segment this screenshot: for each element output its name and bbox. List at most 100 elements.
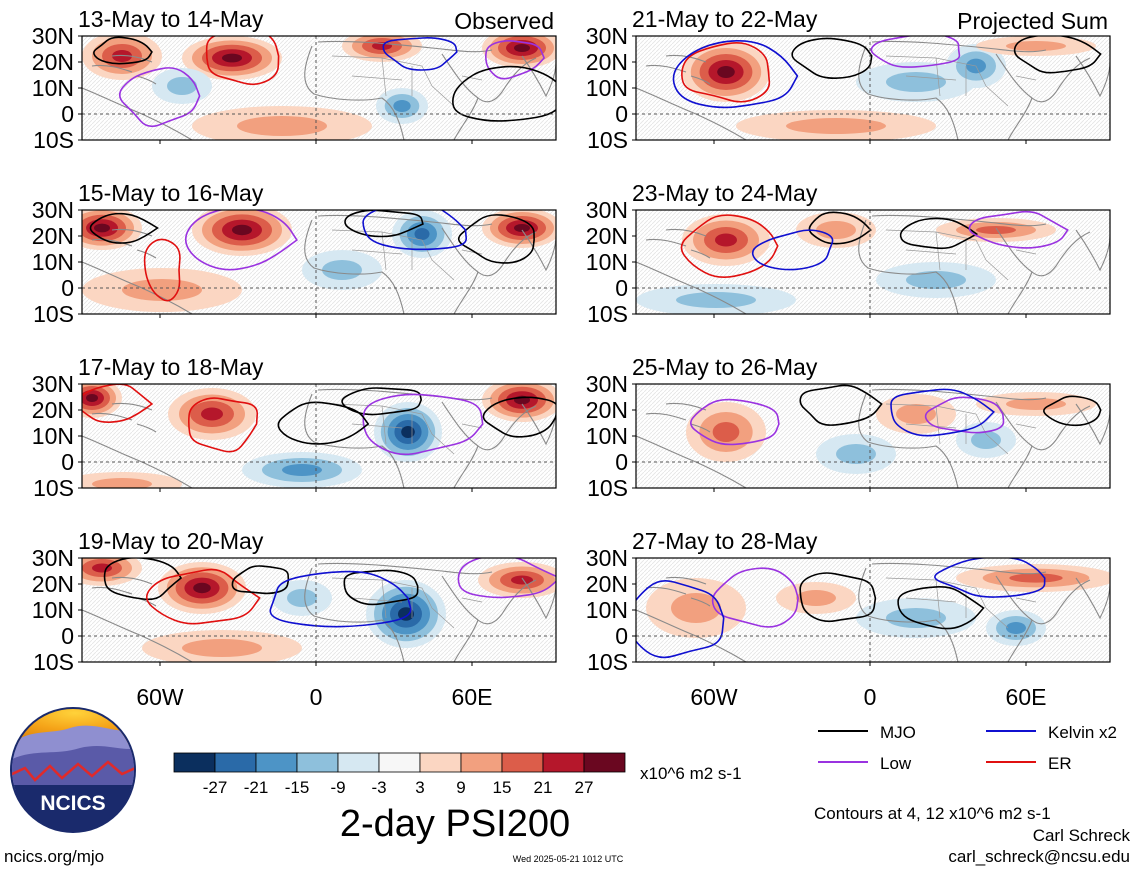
lat-tick-label: 0	[615, 275, 628, 301]
lat-tick-label: 10N	[586, 597, 628, 623]
colorbar-tick-label: 27	[575, 778, 594, 797]
lat-tick-label: 30N	[586, 197, 628, 223]
psi200-shading	[82, 210, 556, 312]
panel-title: 13-May to 14-May	[78, 6, 264, 32]
lat-tick-label: 20N	[32, 571, 74, 597]
colorbar-tick-label: -27	[203, 778, 228, 797]
lat-tick-label: 20N	[586, 49, 628, 75]
lon-tick-label: 60E	[1006, 684, 1047, 710]
lat-tick-label: 0	[61, 101, 74, 127]
lat-tick-label: 30N	[32, 545, 74, 571]
colorbar-tick-label: 15	[493, 778, 512, 797]
lat-tick-label: 10S	[33, 127, 74, 153]
lon-tick-label: 0	[864, 684, 877, 710]
lat-tick-label: 10S	[587, 127, 628, 153]
panel-title: 15-May to 16-May	[78, 180, 264, 206]
lat-tick-label: 0	[615, 449, 628, 475]
colorbar-bin	[173, 752, 216, 773]
colorbar-bin	[255, 752, 298, 773]
units-label: x10^6 m2 s-1	[640, 764, 742, 783]
lat-tick-label: 30N	[586, 371, 628, 397]
footer-author: Carl Schreck	[1033, 826, 1131, 845]
lat-tick-label: 10S	[33, 301, 74, 327]
column-label: Projected Sum	[957, 8, 1108, 34]
lat-tick-label: 30N	[586, 545, 628, 571]
contour-note: Contours at 4, 12 x10^6 m2 s-1	[814, 804, 1051, 823]
legend-label: MJO	[880, 723, 916, 742]
colorbar-tick-label: -15	[285, 778, 310, 797]
lon-tick-label: 60E	[452, 684, 493, 710]
wave-contours	[103, 558, 556, 628]
wave-contours	[690, 384, 1102, 446]
lat-tick-label: 0	[61, 275, 74, 301]
lat-tick-label: 20N	[32, 223, 74, 249]
colorbar-tick-label: 3	[415, 778, 424, 797]
colorbar: -27 -21 -15 -9 -3 3 9 15 21 27 x10^6 m2 s-1 2-day P…	[173, 752, 742, 845]
panel-title: 21-May to 22-May	[632, 6, 818, 32]
colorbar-tick-label: 21	[534, 778, 553, 797]
colorbar-bin	[460, 752, 503, 773]
panel-title: 17-May to 18-May	[78, 354, 264, 380]
colorbar-bin	[337, 752, 380, 773]
lat-tick-label: 0	[615, 623, 628, 649]
lat-tick-label: 0	[61, 623, 74, 649]
lat-tick-label: 20N	[32, 397, 74, 423]
lat-tick-label: 20N	[586, 397, 628, 423]
coastlines	[636, 214, 1110, 314]
lat-tick-label: 10N	[586, 75, 628, 101]
lat-tick-label: 10N	[586, 249, 628, 275]
legend-label: Low	[880, 754, 912, 773]
lat-tick-label: 10N	[586, 423, 628, 449]
colorbar-tick-label: -9	[330, 778, 345, 797]
coastlines	[636, 562, 1110, 662]
map-panel-5: 21-May to 22-May Projected Sum 30N20N10N01…	[586, 6, 1111, 153]
panel-title: 19-May to 20-May	[78, 528, 264, 554]
panel-title: 23-May to 24-May	[632, 180, 818, 206]
colorbar-bin	[378, 752, 421, 773]
footer-url: ncics.org/mjo	[4, 847, 104, 866]
colorbar-bin	[501, 752, 544, 773]
wave-contours	[93, 36, 556, 128]
colorbar-bin	[583, 752, 626, 773]
column-label: Observed	[454, 8, 554, 34]
psi200-shading	[682, 36, 1096, 140]
lat-tick-label: 0	[61, 449, 74, 475]
colorbar-bin	[419, 752, 462, 773]
lat-tick-label: 10N	[32, 75, 74, 101]
lat-tick-label: 30N	[32, 23, 74, 49]
lat-tick-label: 20N	[586, 223, 628, 249]
figure-title: 2-day PSI200	[340, 803, 570, 845]
lat-tick-label: 10S	[33, 649, 74, 675]
panel-title: 27-May to 28-May	[632, 528, 818, 554]
lat-tick-label: 20N	[586, 571, 628, 597]
colorbar-bin	[542, 752, 585, 773]
lat-tick-label: 30N	[586, 23, 628, 49]
lon-tick-label: 60W	[690, 684, 738, 710]
colorbar-bin	[296, 752, 339, 773]
panel-title: 25-May to 26-May	[632, 354, 818, 380]
wave-contours	[636, 558, 1046, 659]
logo-text: NCICS	[40, 792, 105, 815]
lat-tick-label: 30N	[32, 371, 74, 397]
colorbar-tick-label: -3	[371, 778, 386, 797]
colorbar-bin	[214, 752, 257, 773]
coastlines	[636, 388, 1110, 488]
lat-tick-label: 10S	[587, 475, 628, 501]
lat-tick-label: 10S	[587, 649, 628, 675]
colorbar-tick-label: 9	[456, 778, 465, 797]
footer-email: carl_schreck@ncsu.edu	[948, 847, 1130, 866]
lat-tick-label: 10N	[32, 423, 74, 449]
lat-tick-label: 10N	[32, 597, 74, 623]
lon-tick-label: 60W	[136, 684, 184, 710]
lat-tick-label: 20N	[32, 49, 74, 75]
legend: MJO Kelvin x2 Low ER Contours at 4, 12 x10^6…	[814, 723, 1117, 823]
psi200-shading	[82, 558, 556, 662]
